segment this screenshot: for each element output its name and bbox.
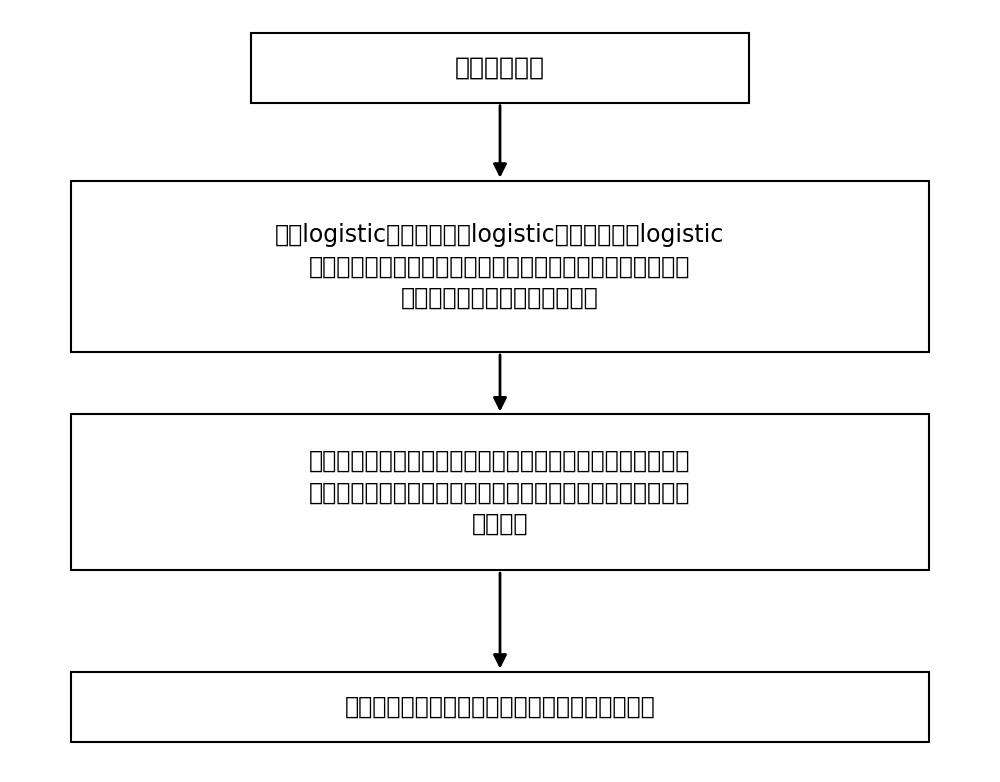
FancyBboxPatch shape <box>71 414 929 570</box>
Text: 通过logistic混沌模型产生logistic混沌序列，用logistic
混沌序列选取通过四维忆阻条件对称混沌系统预组建的密钥空
间库中的某个混沌序列或吸引: 通过logistic混沌模型产生logistic混沌序列，用logistic 混… <box>275 223 725 310</box>
Text: 将原始序列和选取的混沌序列或吸引子输入忆阻神经网络中进
行异或加密，得到加密数据，对加密数据进行调制后送入信道
进行传输: 将原始序列和选取的混沌序列或吸引子输入忆阻神经网络中进 行异或加密，得到加密数据… <box>309 449 691 536</box>
FancyBboxPatch shape <box>251 33 749 102</box>
FancyBboxPatch shape <box>71 181 929 352</box>
FancyBboxPatch shape <box>71 672 929 741</box>
Text: 对接收到的加密数据进行解调和解密，完成光传输: 对接收到的加密数据进行解调和解密，完成光传输 <box>345 694 655 719</box>
Text: 获取原始序列: 获取原始序列 <box>455 56 545 80</box>
